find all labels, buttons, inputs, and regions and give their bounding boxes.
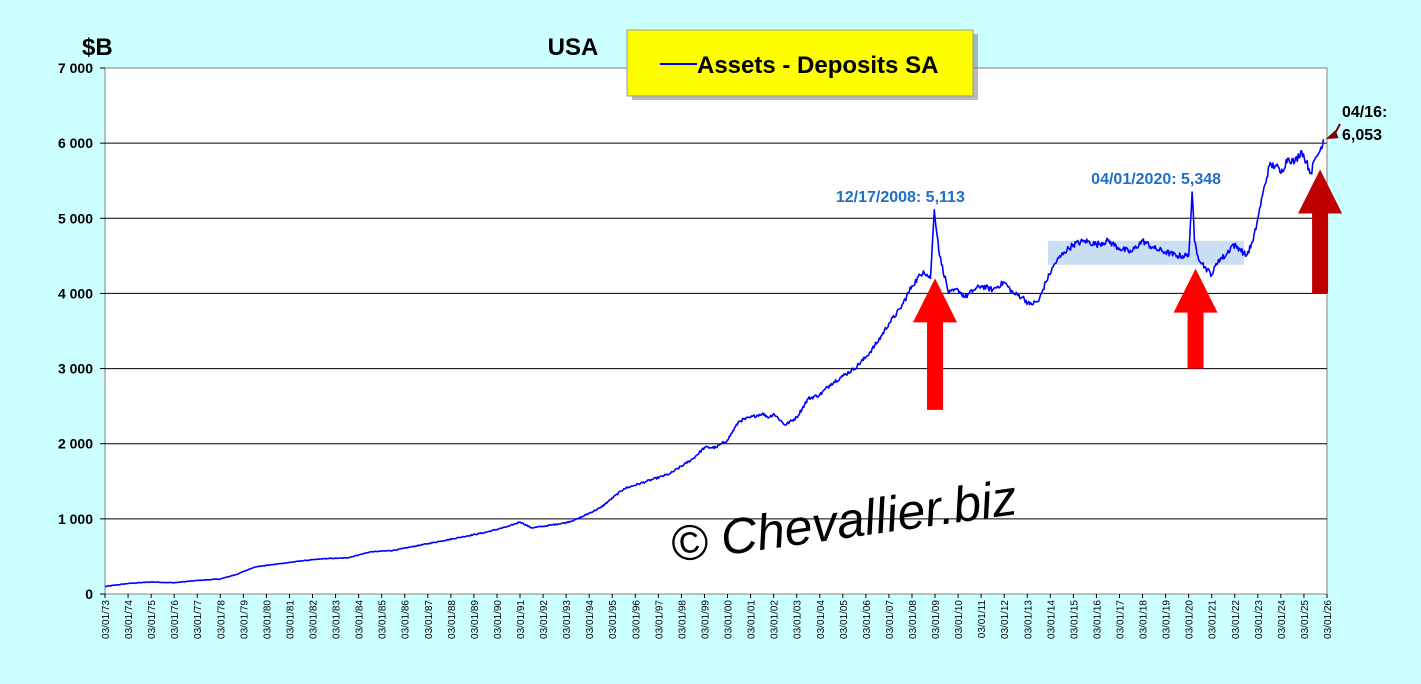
y-tick-label: 2 000 xyxy=(58,436,93,452)
x-tick-label: 03/01/02 xyxy=(770,600,781,639)
plot-area xyxy=(104,67,1328,595)
x-tick-label: 03/01/03 xyxy=(793,600,804,639)
x-tick-label: 03/01/96 xyxy=(631,600,642,639)
x-tick-label: 03/01/88 xyxy=(447,600,458,639)
legend-label: Assets - Deposits SA xyxy=(697,52,938,79)
gridlines xyxy=(105,142,1327,520)
x-tick-label: 03/01/00 xyxy=(724,600,735,639)
x-tick-label: 03/01/76 xyxy=(170,600,181,639)
chart-title: USA xyxy=(548,34,599,61)
x-tick-label: 03/01/80 xyxy=(262,600,273,639)
x-tick-label: 03/01/19 xyxy=(1162,600,1173,639)
x-tick-label: 03/01/75 xyxy=(147,600,158,639)
x-tick-label: 03/01/95 xyxy=(608,600,619,639)
x-tick-label: 03/01/26 xyxy=(1323,600,1334,639)
x-tick-label: 03/01/90 xyxy=(493,600,504,639)
x-tick-label: 03/01/09 xyxy=(931,600,942,639)
x-tick-label: 03/01/22 xyxy=(1231,600,1242,639)
x-tick-label: 03/01/91 xyxy=(516,600,527,639)
x-tick-label: 03/01/01 xyxy=(747,600,758,639)
x-tick-label: 03/01/81 xyxy=(285,600,296,639)
x-tick-label: 03/01/18 xyxy=(1139,600,1150,639)
x-tick-label: 03/01/97 xyxy=(654,600,665,639)
x-tick-label: 03/01/14 xyxy=(1046,600,1057,639)
x-tick-label: 03/01/74 xyxy=(124,600,135,639)
x-tick-label: 03/01/98 xyxy=(677,600,688,639)
annotation-latest-value: 6,053 xyxy=(1342,127,1382,144)
x-tick-label: 03/01/83 xyxy=(332,600,343,639)
x-tick-label: 03/01/77 xyxy=(193,600,204,639)
y-tick-label: 5 000 xyxy=(58,210,93,226)
x-tick-label: 03/01/82 xyxy=(309,600,320,639)
x-tick-label: 03/01/12 xyxy=(1000,600,1011,639)
x-tick-label: 03/01/15 xyxy=(1069,600,1080,639)
x-tick-label: 03/01/05 xyxy=(839,600,850,639)
highlight-band xyxy=(1048,240,1244,265)
x-tick-label: 03/01/84 xyxy=(355,600,366,639)
x-tick-label: 03/01/78 xyxy=(216,600,227,639)
arrow-up xyxy=(1298,169,1343,294)
x-tick-label: 03/01/17 xyxy=(1115,600,1126,639)
y-axis: 0 1 000 2 000 3 000 4 000 5 000 6 000 7 000 xyxy=(58,60,105,602)
x-tick-label: 03/01/99 xyxy=(700,600,711,639)
annotation-2020: 04/01/2020: 5,348 xyxy=(1091,171,1221,188)
x-tick-label: 03/01/13 xyxy=(1023,600,1034,639)
x-tick-label: 03/01/89 xyxy=(470,600,481,639)
x-tick-label: 03/01/06 xyxy=(862,600,873,639)
x-tick-label: 03/01/04 xyxy=(816,600,827,639)
x-tick-label: 03/01/10 xyxy=(954,600,965,639)
arrows-layer xyxy=(913,169,1343,410)
pointer-head xyxy=(1325,130,1339,140)
x-tick-label: 03/01/23 xyxy=(1254,600,1265,639)
x-tick-label: 03/01/93 xyxy=(562,600,573,639)
y-tick-label: 3 000 xyxy=(58,361,93,377)
x-tick-label: 03/01/07 xyxy=(885,600,896,639)
arrow-up xyxy=(913,278,958,410)
x-tick-label: 03/01/73 xyxy=(101,600,112,639)
x-tick-label: 03/01/08 xyxy=(908,600,919,639)
series-layer xyxy=(104,139,1325,588)
y-tick-label: 7 000 xyxy=(58,60,93,76)
y-tick-label: 4 000 xyxy=(58,285,93,301)
x-tick-label: 03/01/25 xyxy=(1300,600,1311,639)
y-tick-label: 6 000 xyxy=(58,135,93,151)
annotations-layer: 12/17/2008: 5,113 04/01/2020: 5,348 04/16:… xyxy=(836,104,1388,206)
highlight-band-rect xyxy=(1048,240,1244,265)
x-tick-label: 03/01/94 xyxy=(585,600,596,639)
x-tick-label: 03/01/85 xyxy=(378,600,389,639)
legend: Assets - Deposits SA xyxy=(626,29,978,100)
x-tick-label: 03/01/79 xyxy=(239,600,250,639)
x-tick-label: 03/01/16 xyxy=(1092,600,1103,639)
annotation-2008: 12/17/2008: 5,113 xyxy=(836,189,965,206)
series-line xyxy=(104,139,1325,588)
x-tick-label: 03/01/11 xyxy=(977,600,988,639)
y-axis-label: $B xyxy=(82,34,113,61)
x-tick-label: 03/01/20 xyxy=(1185,600,1196,639)
x-axis: 03/01/73 03/01/74 03/01/75 03/01/76 03/01/77… xyxy=(101,594,1334,639)
y-tick-label: 0 xyxy=(85,586,93,602)
x-tick-label: 03/01/86 xyxy=(401,600,412,639)
x-tick-label: 03/01/92 xyxy=(539,600,550,639)
x-tick-label: 03/01/24 xyxy=(1277,600,1288,639)
annotation-latest-date: 04/16: xyxy=(1342,104,1387,121)
x-tick-label: 03/01/87 xyxy=(424,600,435,639)
arrow-up xyxy=(1173,268,1218,369)
x-tick-label: 03/01/21 xyxy=(1208,600,1219,639)
y-tick-label: 1 000 xyxy=(58,511,93,527)
